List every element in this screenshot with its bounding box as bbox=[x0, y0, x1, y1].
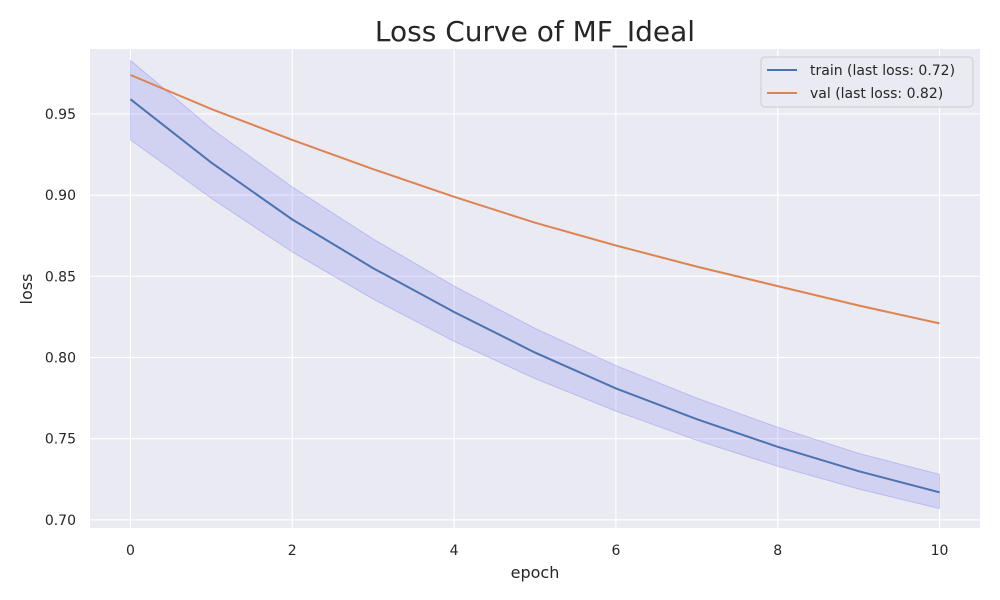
confidence-bands bbox=[130, 59, 940, 510]
x-tick-label: 0 bbox=[126, 543, 135, 559]
x-tick-label: 8 bbox=[773, 543, 782, 559]
plot-background bbox=[90, 49, 980, 528]
legend: train (last loss: 0.72) val (last loss: … bbox=[760, 56, 974, 108]
x-tick-labels: 0 2 4 6 8 10 bbox=[126, 543, 948, 559]
grid-lines bbox=[90, 49, 980, 528]
y-tick-label: 0.75 bbox=[45, 432, 76, 448]
series-lines bbox=[129, 74, 940, 494]
legend-box bbox=[760, 56, 974, 108]
legend-label-train: train (last loss: 0.72) bbox=[810, 63, 955, 79]
x-tick-label: 2 bbox=[288, 543, 297, 559]
y-tick-label: 0.80 bbox=[45, 351, 76, 367]
y-tick-labels: 0.70 0.75 0.80 0.85 0.90 0.95 bbox=[45, 107, 76, 529]
confidence-band-0 bbox=[130, 59, 940, 510]
y-tick-label: 0.70 bbox=[45, 513, 76, 529]
x-tick-label: 10 bbox=[931, 543, 949, 559]
legend-label-val: val (last loss: 0.82) bbox=[810, 86, 943, 102]
series-line-1 bbox=[130, 74, 940, 325]
y-tick-label: 0.85 bbox=[45, 269, 76, 285]
chart-title: Loss Curve of MF_Ideal bbox=[375, 15, 695, 48]
y-tick-label: 0.90 bbox=[45, 188, 76, 204]
x-axis-label: epoch bbox=[511, 563, 560, 582]
y-tick-label: 0.95 bbox=[45, 107, 76, 123]
series-line-0 bbox=[129, 98, 940, 494]
x-tick-label: 4 bbox=[450, 543, 459, 559]
x-tick-label: 6 bbox=[611, 543, 620, 559]
y-axis-label: loss bbox=[17, 274, 36, 305]
